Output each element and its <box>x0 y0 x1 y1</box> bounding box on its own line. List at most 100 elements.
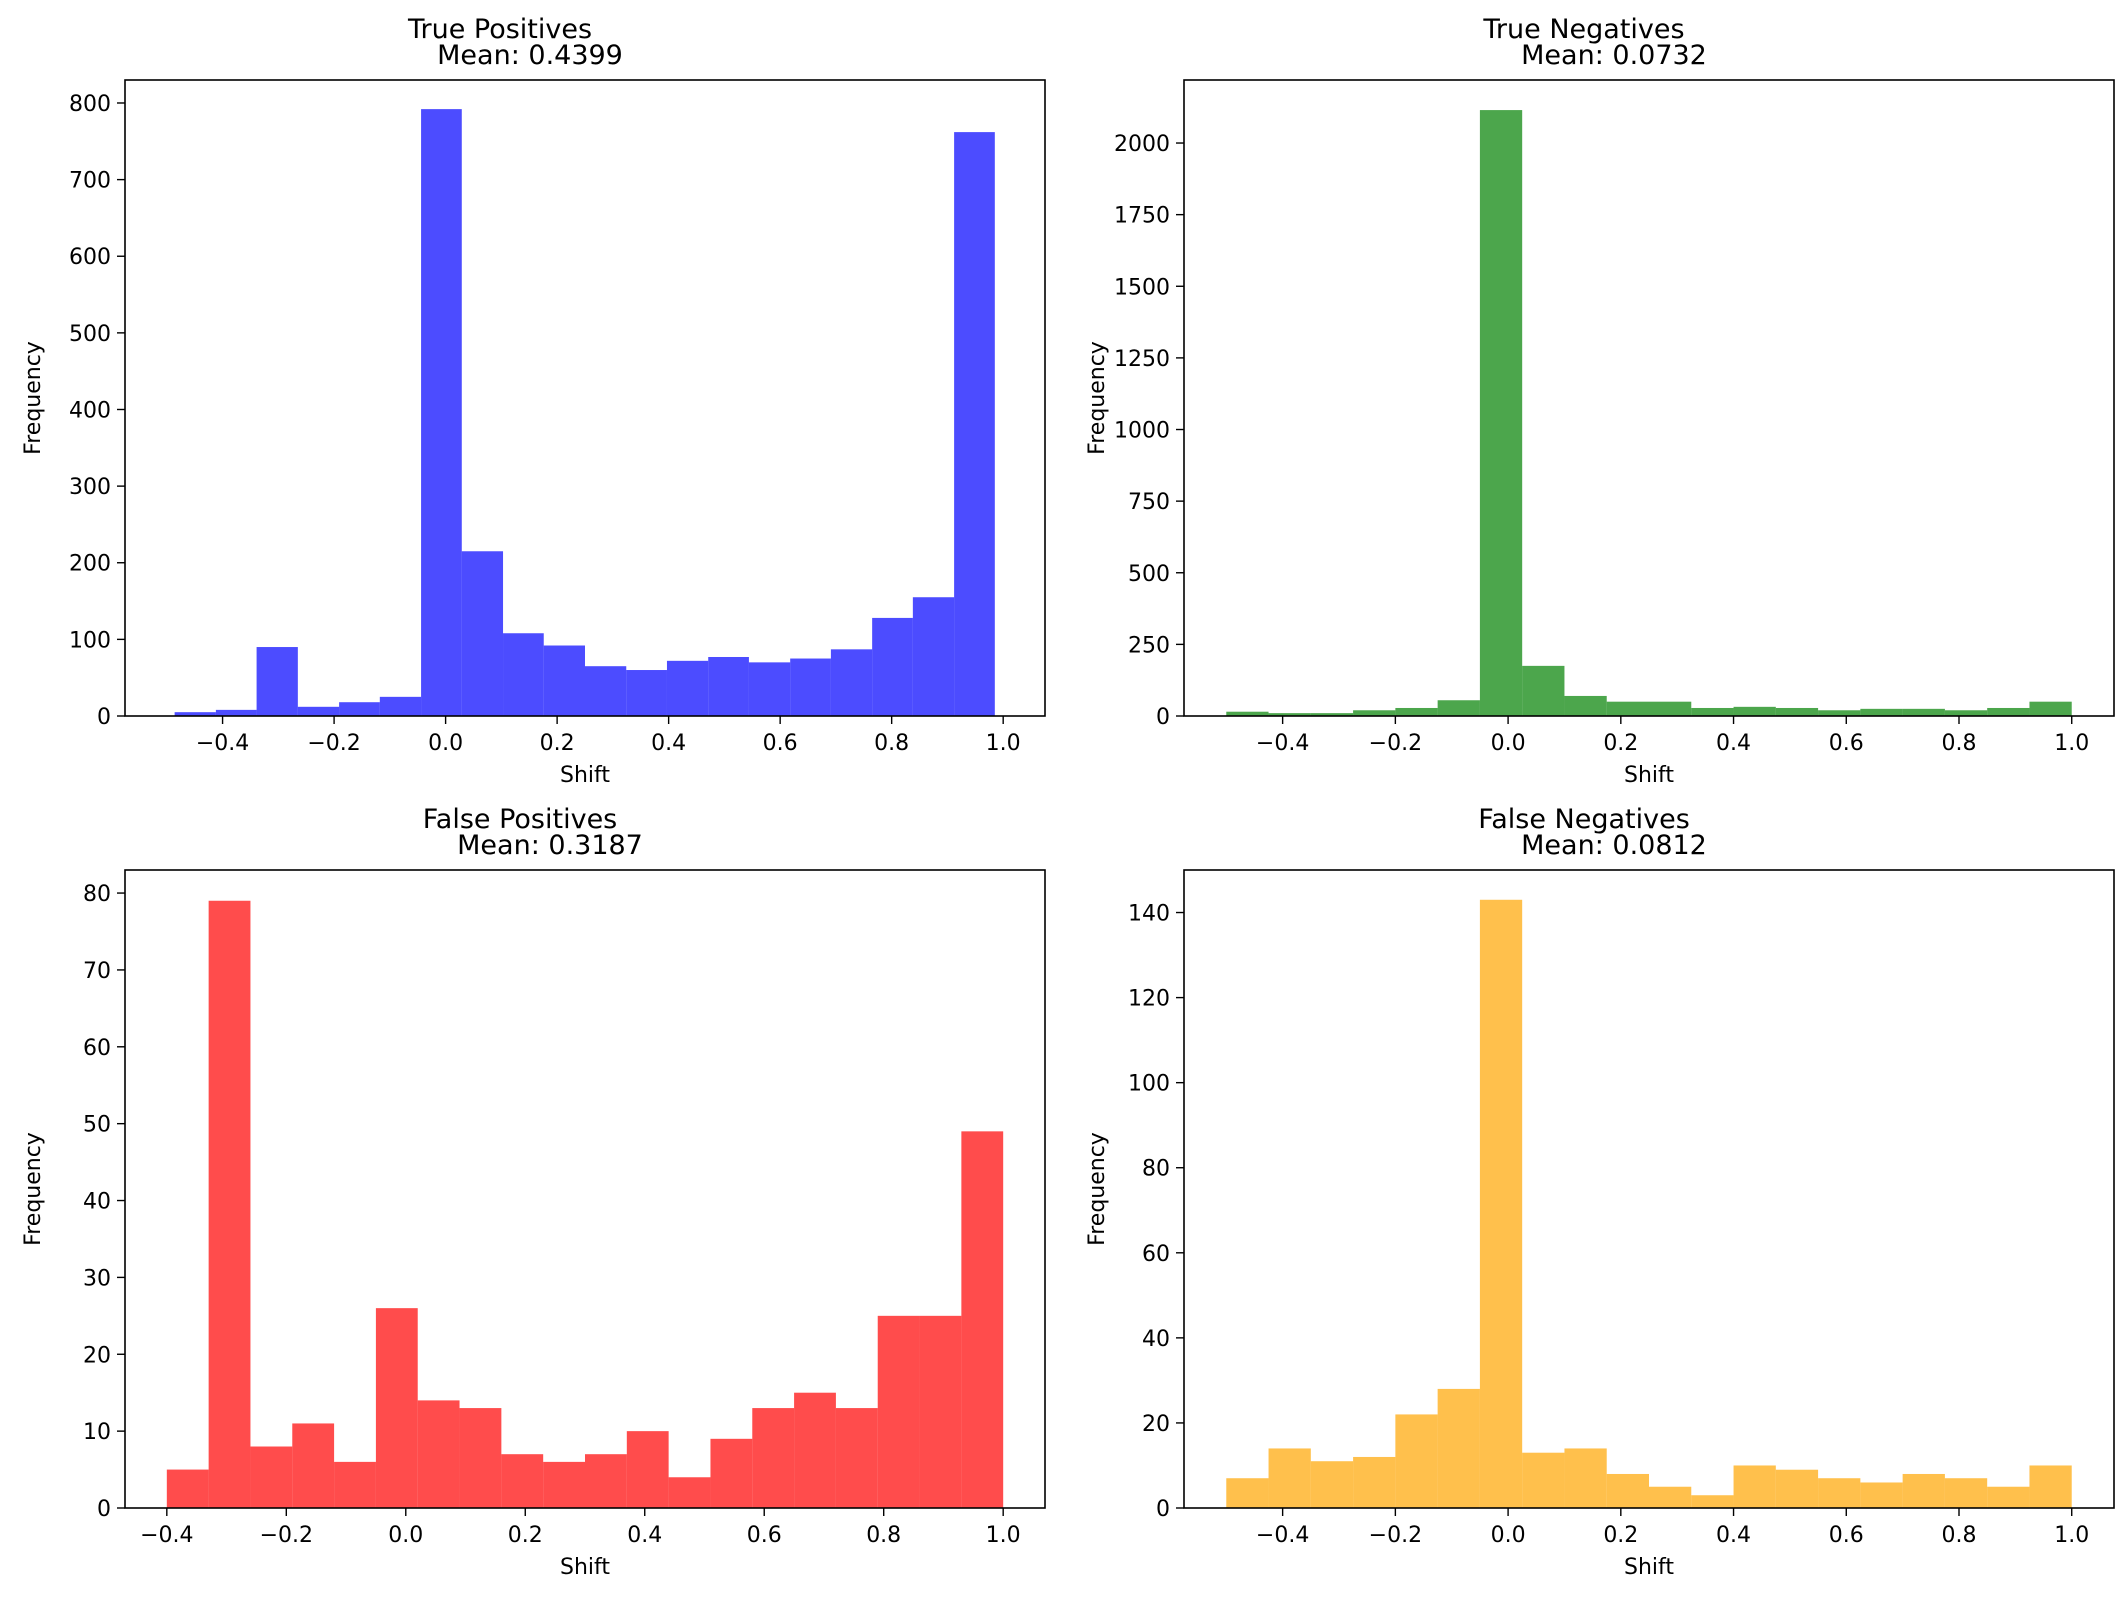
y-axis-label: Frequency <box>1085 1132 1110 1246</box>
histogram-bar <box>835 1408 878 1508</box>
y-tick-label: 500 <box>1128 562 1170 587</box>
x-tick-label: 0.8 <box>1942 1523 1977 1548</box>
histogram-bar <box>2029 701 2072 716</box>
y-tick-label: 100 <box>1128 1072 1170 1097</box>
y-tick-label: 600 <box>69 245 111 270</box>
histogram-bar <box>543 1461 585 1508</box>
x-tick-label: −0.4 <box>140 1523 193 1548</box>
histogram-bar <box>208 900 251 1508</box>
histogram-bar <box>1522 1452 1565 1508</box>
y-tick-label: 0 <box>97 1497 111 1522</box>
bars <box>174 109 995 717</box>
histogram-bar <box>1691 1495 1734 1508</box>
y-tick-label: 1250 <box>1114 347 1170 372</box>
bars <box>166 900 1004 1508</box>
histogram-bar <box>421 109 462 717</box>
chart-false-negatives: False Negatives Mean: 0.0812 Shift Frequ… <box>1085 804 2115 1580</box>
histogram-bar <box>708 656 749 716</box>
y-tick-label: 0 <box>97 705 111 730</box>
y-tick-label: 60 <box>1142 1242 1170 1267</box>
histogram-bar <box>503 633 544 716</box>
x-tick-label: −0.4 <box>196 731 249 756</box>
x-tick-label: 0.6 <box>1829 1523 1864 1548</box>
y-tick-label: 10 <box>83 1420 111 1445</box>
y-tick-label: 500 <box>69 322 111 347</box>
histogram-bar <box>1944 710 1988 716</box>
histogram-bar <box>215 709 257 716</box>
x-axis-label: Shift <box>560 763 610 788</box>
x-tick-label: 0.2 <box>508 1523 543 1548</box>
histogram-bar <box>585 666 627 716</box>
histogram-bar <box>1353 710 1396 716</box>
histogram-bar <box>1775 1469 1819 1508</box>
x-tick-label: 0.0 <box>428 731 463 756</box>
histogram-bar <box>379 696 422 716</box>
chart-title: False Negatives <box>1478 804 1690 835</box>
x-tick-label: 0.4 <box>1716 731 1751 756</box>
x-tick-label: 1.0 <box>2054 1523 2089 1548</box>
histogram-bar <box>297 706 340 716</box>
x-tick-label: 0.2 <box>1603 1523 1638 1548</box>
x-tick-label: −0.2 <box>260 1523 313 1548</box>
histogram-bar <box>1860 708 1903 716</box>
histogram-bar <box>339 702 380 716</box>
histogram-bar <box>1902 1473 1945 1508</box>
histogram-bar <box>1944 1478 1988 1508</box>
y-tick-label: 60 <box>83 1036 111 1061</box>
histogram-bar <box>543 645 585 716</box>
histogram-bar <box>752 1408 795 1508</box>
x-tick-label: 0.6 <box>1829 731 1864 756</box>
histogram-bar <box>1226 711 1269 716</box>
histogram-bar <box>1395 707 1438 716</box>
y-tick-label: 20 <box>83 1343 111 1368</box>
histogram-bar <box>459 1408 502 1508</box>
histogram-bar <box>501 1454 544 1508</box>
chart-subtitle: Mean: 0.4399 <box>437 40 623 71</box>
histogram-bar <box>794 1392 836 1508</box>
x-tick-label: 0.8 <box>866 1523 901 1548</box>
histogram-bar <box>1522 665 1565 716</box>
y-tick-label: 40 <box>1142 1327 1170 1352</box>
histogram-bar <box>1987 707 2030 716</box>
histogram-bar <box>417 1400 460 1508</box>
histogram-bar <box>1268 1448 1311 1508</box>
x-tick-label: −0.4 <box>1256 1523 1309 1548</box>
y-tick-label: 700 <box>69 169 111 194</box>
x-tick-label: 0.8 <box>1942 731 1977 756</box>
histogram-bar <box>1564 695 1607 716</box>
chart-title: True Negatives <box>1482 14 1684 45</box>
histogram-bar <box>919 1315 962 1508</box>
y-tick-label: 2000 <box>1114 132 1170 157</box>
y-tick-label: 40 <box>83 1190 111 1215</box>
y-tick-label: 30 <box>83 1266 111 1291</box>
histogram-bar <box>1564 1448 1607 1508</box>
histogram-bar <box>166 1469 209 1508</box>
histogram-bar <box>1902 708 1945 716</box>
x-tick-label: 0.8 <box>874 731 909 756</box>
histogram-true-negatives: True Negatives Mean: 0.0732 Shift Freque… <box>1064 0 2128 799</box>
x-tick-label: 0.4 <box>627 1523 662 1548</box>
y-tick-label: 70 <box>83 959 111 984</box>
plot-frame <box>124 79 1046 717</box>
histogram-bar <box>1649 1486 1692 1508</box>
histogram-bar <box>748 662 791 716</box>
histogram-bar <box>1479 899 1523 1508</box>
histogram-bar <box>2029 1465 2072 1508</box>
histogram-bar <box>877 1315 920 1508</box>
x-axis-label: Shift <box>560 1555 610 1580</box>
y-tick-label: 400 <box>69 398 111 423</box>
x-axis-label: Shift <box>1624 763 1674 788</box>
histogram-bar <box>292 1423 335 1508</box>
histogram-bar <box>1268 713 1311 716</box>
y-tick-label: 1500 <box>1114 275 1170 300</box>
chart-subtitle: Mean: 0.0812 <box>1521 830 1707 861</box>
bars <box>1226 899 2072 1508</box>
histogram-bar <box>912 597 955 716</box>
chart-true-positives: True Positives Mean: 0.4399 Shift Freque… <box>21 14 1046 788</box>
histogram-bar <box>1606 701 1649 716</box>
histogram-bar <box>872 617 913 716</box>
histogram-bar <box>1310 713 1354 716</box>
histogram-bar <box>1818 1478 1861 1508</box>
histogram-bar <box>1479 110 1523 717</box>
histogram-bar <box>174 712 216 716</box>
